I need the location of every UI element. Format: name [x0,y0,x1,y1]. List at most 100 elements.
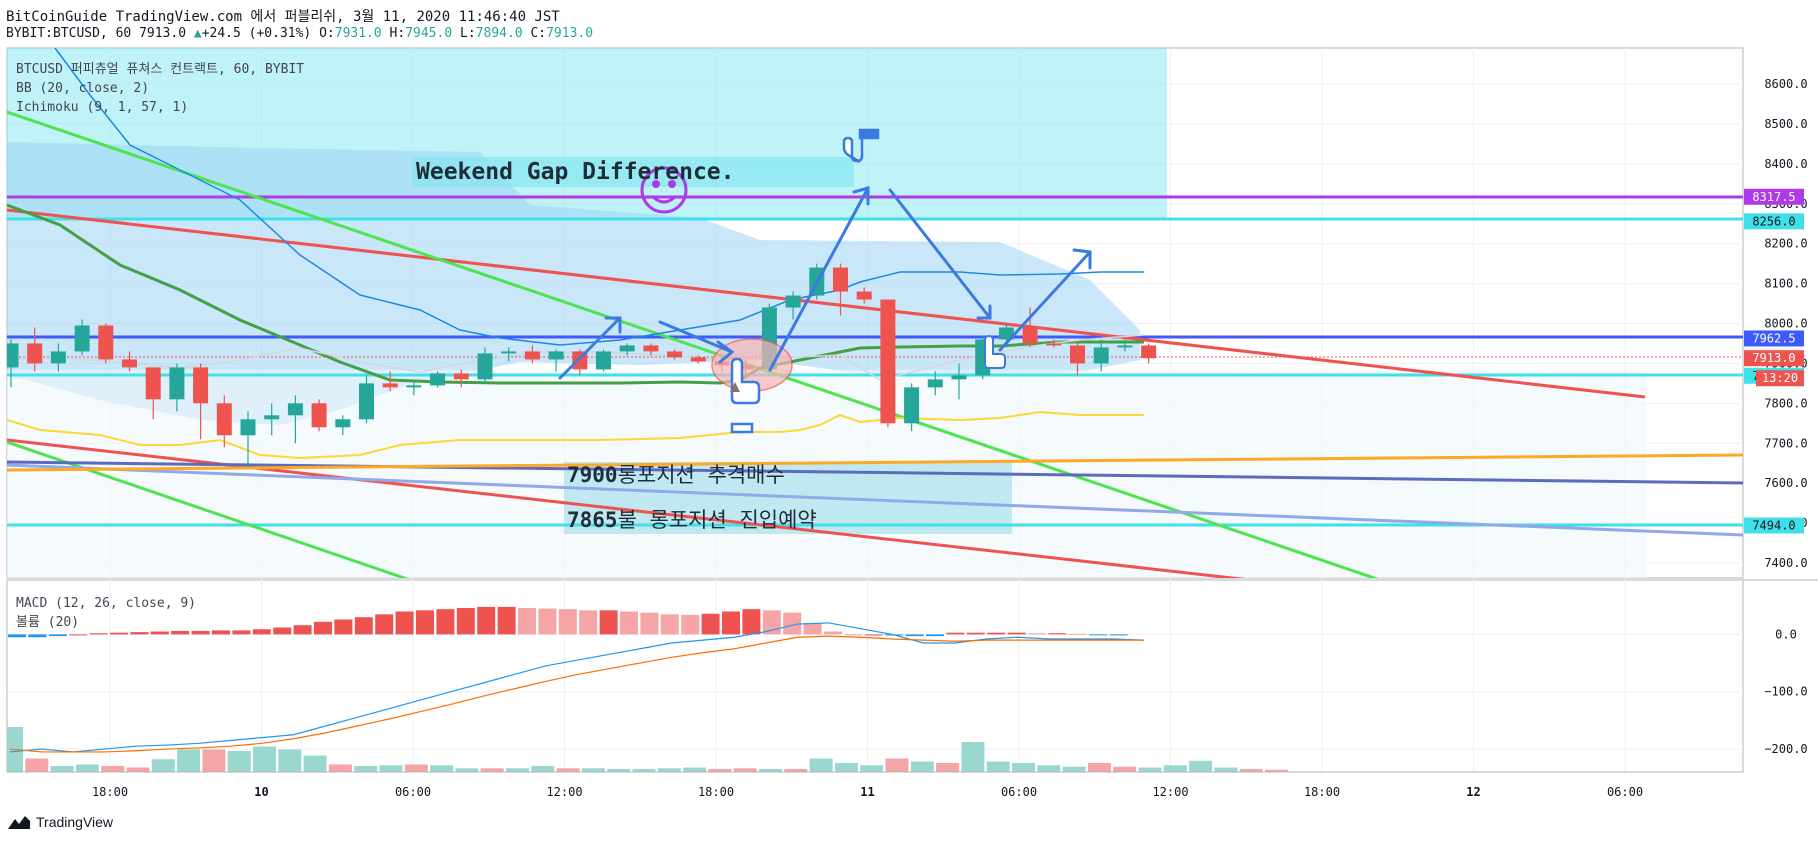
volume-bar [531,766,555,772]
candle-body [880,299,896,424]
macd-hist-bar [416,610,434,635]
price-tick: 8500.0 [1764,117,1807,131]
time-tick: 12 [1466,785,1480,799]
low-label: L: [460,26,476,41]
candle-body [785,295,801,308]
volume-bar [404,764,428,772]
candle-body [690,357,706,362]
legend-macd: MACD (12, 26, close, 9) [16,596,196,611]
candle-body [619,345,635,352]
long-chase-text: 롱포지션 추격매수 [618,463,785,487]
volume-bar [278,749,302,772]
volume-bar [632,769,656,772]
macd-hist-bar [273,627,292,635]
low-value: 7894.0 [475,26,523,41]
volume-bar [227,751,251,772]
macd-hist-bar [334,619,353,635]
time-tick: 12:00 [546,785,582,799]
time-axis[interactable]: 18:00 10 06:00 12:00 18:00 11 06:00 12:00 18:00 1… [92,785,1643,799]
volume-bar [379,765,403,772]
price-tick: 7700.0 [1764,436,1807,450]
price-label-bg [1744,330,1804,347]
candle-body [501,351,517,354]
candle-body [951,375,967,380]
macd-hist-bar [69,634,88,636]
macd-hist-bar [966,632,985,635]
tradingview-logo[interactable]: TradingView [8,814,113,830]
time-tick: 11 [860,785,874,799]
cursor-hand-icon [984,334,1006,369]
macd-hist-bar [89,633,108,635]
signal-line [9,635,1144,753]
volume-bar [177,749,201,772]
macd-hist-bar [232,630,251,635]
price-label-bg [1744,188,1804,205]
macd-hist-bar [701,613,720,635]
trend-green-lower [7,440,409,578]
volume-bar [1062,766,1086,772]
candle-body [240,419,256,436]
price-tick: 7400.0 [1764,556,1807,570]
macd-hist-bar [1068,633,1087,635]
macd-hist-bar [191,630,210,635]
ohlc-readout: BYBIT:BTCUSD, 60 7913.0 ▲+24.5 (+0.31%) … [6,26,593,41]
candle-body [833,267,848,292]
macd-pane[interactable] [6,579,1744,773]
macd-hist-bar [1109,634,1128,636]
price-tick: 8400.0 [1764,157,1807,171]
price-tick: 8100.0 [1764,277,1807,291]
marker-triangle [730,382,740,392]
projection-arrows [558,186,1092,380]
price-tick: 8000.0 [1764,317,1807,331]
macd-hist-bar [293,625,312,635]
volume-bar [126,767,150,772]
macd-hist-bar [436,609,455,635]
up-arrow-icon: ▲ [193,26,202,41]
volume-bar [936,763,960,772]
macd-hist-bar [8,634,26,638]
long-chase-number: 7900 [567,463,618,487]
volume-bar [1087,763,1111,772]
open-value: 7931.0 [334,26,382,41]
macd-hist-bar [28,634,47,638]
candle-body [145,367,161,400]
macd-axis[interactable]: 0.0 −100.0 −200.0 [1764,627,1807,756]
macd-hist-bar [987,632,1006,635]
time-tick: 10 [254,785,268,799]
volume-bar [25,758,49,772]
gap-label-box [412,157,854,187]
smiley-icon [640,166,688,214]
symbol: BYBIT:BTCUSD, 60 [6,26,132,41]
candle-body [74,325,90,352]
price-chart[interactable]: Weekend Gap Difference. 7900롱포지션 추격매수 78… [0,0,1818,812]
legend-title: BTCUSD 퍼피츄얼 퓨쳐스 컨트랙트, 60, BYBIT [16,62,304,77]
candle-body [264,415,280,420]
macd-hist-bar [824,631,842,635]
volume-bar [759,769,782,772]
volume-bar [834,763,858,772]
volume-bar [202,749,226,772]
trend-orange [7,453,1743,472]
price-axis[interactable]: 8600.08500.08400.08300.08200.08100.08000… [1744,77,1808,570]
countdown-bg [1756,370,1804,387]
macd-tick: 0.0 [1775,627,1797,641]
candle-body [169,367,185,400]
macd-hist-bar [395,611,414,635]
candle-body [27,343,43,364]
volume-bar [809,758,833,772]
long-chase-label: 7900롱포지션 추격매수 [567,463,785,487]
macd-hist-bar [783,612,802,635]
volume-bar [657,768,681,772]
open-label: O: [319,26,335,41]
macd-hist-bar [946,632,965,635]
candle-body [7,343,19,368]
volume-bar [101,766,125,772]
candle-body [311,403,327,428]
tradingview-logo-icon [8,815,30,829]
volume-bar [961,742,985,772]
macd-hist-bar [252,629,271,635]
price-tick: 8200.0 [1764,237,1807,251]
volume-bar [1113,766,1137,772]
volume-bar [50,766,74,772]
trend-light-blue [7,463,1743,537]
